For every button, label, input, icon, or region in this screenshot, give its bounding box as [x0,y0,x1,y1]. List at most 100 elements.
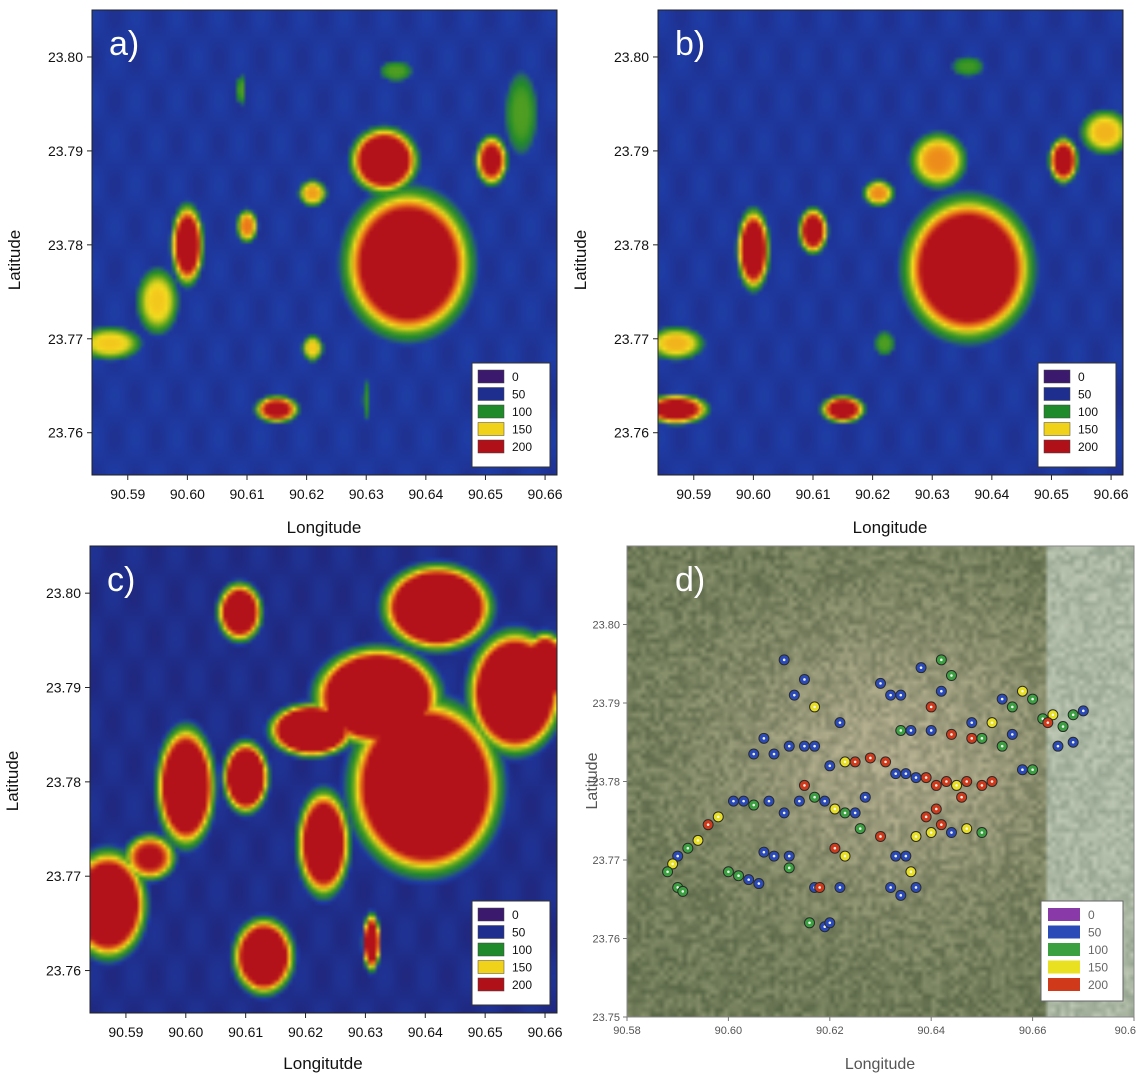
x-tick-label: 90.65 [1034,486,1069,502]
x-axis-label: Longitude [853,518,928,537]
data-point-center [894,854,898,858]
legend-swatch [477,960,505,974]
data-point-center [676,854,679,858]
y-tick-label: 23.79 [592,698,620,710]
y-tick-label: 23.77 [46,868,81,884]
data-point-center [853,811,857,815]
data-point-center [945,780,948,783]
data-point-center [767,799,771,803]
x-tick-label: 90.63 [349,486,384,502]
x-tick-label: 90.6 [1115,1025,1136,1037]
data-point-center [803,784,806,787]
legend-swatch [477,369,505,384]
data-point-center [803,678,806,681]
data-point-center [1056,744,1060,748]
x-tick-label: 90.62 [816,1025,844,1037]
data-point-center [833,846,837,850]
data-point-center [676,886,679,889]
data-point-center [747,878,750,881]
y-tick-label: 23.78 [48,237,83,253]
legend-swatch [1043,404,1071,419]
panel-label: d) [675,561,705,599]
data-point-center [924,776,928,779]
data-point-center [863,795,867,799]
legend-label: 200 [512,440,532,454]
legend-label: 150 [512,423,532,437]
x-tick-label: 90.60 [168,1024,203,1040]
data-point-center [955,784,958,787]
legend: 0 50 100 150 200 [1037,362,1117,468]
data-point-center [904,772,908,775]
data-point-center [706,823,710,826]
y-axis-label: Latitude [584,752,601,809]
data-point-center [762,737,766,740]
panel-label: b) [675,25,705,63]
data-point-center [929,729,933,732]
data-point-center [914,776,918,779]
data-point-center [803,744,806,748]
legend-swatch [477,925,505,939]
legend-label: 100 [512,405,532,419]
data-point-center [853,760,857,764]
data-point-center [980,737,984,740]
data-point-center [838,886,842,889]
plot-frame [89,545,558,1014]
y-tick-label: 23.77 [48,331,83,347]
legend-label: 0 [512,370,519,384]
x-axis-label: Longitude [845,1056,915,1073]
legend-label: 50 [512,926,526,940]
x-tick-label: 90.61 [228,1024,263,1040]
legend-label: 200 [1078,440,1098,454]
data-point-center [813,795,816,799]
x-tick-label: 90.61 [795,486,830,502]
x-tick-label: 90.63 [915,486,950,502]
data-point-center [990,780,994,783]
data-point-center [909,870,913,874]
data-point-center [909,729,913,732]
legend-label: 0 [1078,370,1085,384]
x-tick-label: 90.66 [528,486,563,502]
data-point-center [1082,709,1085,713]
x-tick-label: 90.58 [613,1025,641,1037]
legend-label: 0 [512,908,519,922]
data-point-center [929,831,933,834]
heatmap-panel-2: 90.59 90.60 90.61 90.62 90.63 90.64 90.65 90.66… [571,9,1129,537]
data-point-center [772,854,776,858]
data-point-center [940,689,943,693]
data-point-center [793,693,796,697]
x-tick-label: 90.59 [108,1024,143,1040]
data-point-center [666,870,669,874]
data-point-center [843,811,847,815]
legend-label: 200 [1088,978,1108,992]
x-tick-label: 90.60 [715,1025,743,1037]
y-tick-label: 23.79 [46,680,81,696]
y-tick-label: 23.76 [46,963,81,979]
y-axis-label: Latitude [571,230,590,291]
legend-swatch [477,422,505,436]
data-point-center [787,744,791,748]
data-point-center [869,756,872,760]
data-point-center [828,921,832,925]
y-tick-label: 23.75 [592,1012,620,1024]
legend: 0 50 100 150 200 [471,900,551,1006]
data-point-center [787,854,791,858]
x-tick-label: 90.61 [229,486,264,502]
data-point-center [934,784,938,787]
data-point-center [1061,725,1065,728]
x-tick-label: 90.60 [736,486,771,502]
x-tick-label: 90.64 [974,486,1009,502]
data-point-center [813,705,816,709]
data-point-center [752,752,756,756]
data-point-center [843,760,847,764]
data-point-center [899,693,903,697]
data-point-center [782,658,786,662]
legend-label: 100 [512,943,532,957]
data-point-center [772,752,776,756]
legend-swatch [1043,387,1071,401]
data-point-center [1021,689,1024,693]
data-point-center [934,807,938,811]
y-tick-label: 23.77 [592,855,620,867]
data-point-center [813,744,816,748]
data-point-center [671,862,674,866]
y-tick-label: 23.76 [48,425,83,441]
